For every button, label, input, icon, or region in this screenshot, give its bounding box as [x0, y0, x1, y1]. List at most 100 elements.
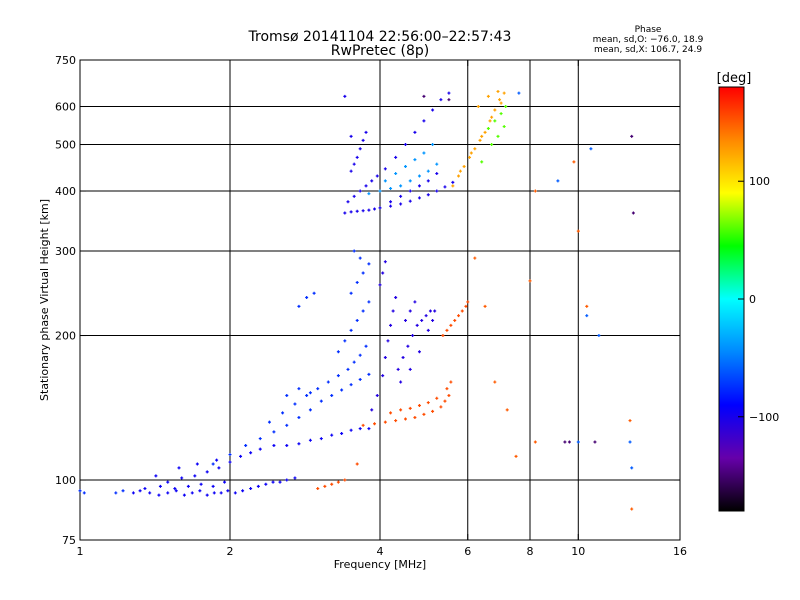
data-point — [361, 423, 365, 427]
data-point — [346, 367, 350, 371]
x-tick-label: 6 — [464, 545, 471, 558]
data-point — [361, 271, 365, 275]
data-point — [381, 271, 385, 275]
data-point — [389, 200, 393, 204]
data-point — [630, 134, 634, 138]
chart-subtitle: RwPretec (8p) — [331, 43, 429, 59]
data-point — [413, 130, 417, 134]
data-point — [383, 179, 387, 183]
data-point — [411, 334, 415, 338]
y-tick-label: 75 — [62, 534, 76, 547]
data-point — [499, 101, 503, 105]
data-point — [490, 143, 494, 147]
data-point — [408, 367, 412, 371]
data-point — [361, 309, 365, 313]
data-point — [219, 491, 223, 495]
data-point — [597, 334, 601, 338]
y-tick-label: 100 — [55, 474, 76, 487]
data-point — [228, 460, 232, 464]
data-point — [572, 160, 576, 164]
data-point — [476, 105, 480, 109]
colorbar-label: [deg] — [717, 71, 752, 86]
data-point — [346, 200, 350, 204]
data-point — [389, 186, 393, 190]
data-point — [198, 489, 202, 493]
data-point — [312, 291, 316, 295]
data-point — [488, 119, 492, 123]
data-point — [493, 119, 497, 123]
data-point — [370, 408, 374, 412]
data-point — [383, 260, 387, 264]
data-point — [121, 489, 125, 493]
data-point — [316, 487, 320, 491]
colorbar-ticks: 100 0 −100 — [738, 175, 779, 424]
data-point — [460, 309, 464, 313]
data-point — [349, 169, 353, 173]
data-point — [383, 420, 387, 424]
data-point — [355, 280, 359, 284]
y-tick-label: 300 — [55, 245, 76, 258]
data-point — [316, 387, 320, 391]
data-point — [504, 105, 508, 109]
data-point — [630, 466, 634, 470]
x-tick-label: 16 — [673, 545, 687, 558]
data-point — [420, 318, 424, 322]
data-point — [403, 164, 407, 168]
data-point — [330, 482, 334, 486]
data-point — [451, 184, 455, 188]
data-point — [445, 387, 449, 391]
data-point — [496, 134, 500, 138]
data-point — [364, 130, 368, 134]
data-points — [78, 89, 635, 511]
chart-title: Tromsø 20141104 22:56:00–22:57:43 — [248, 29, 512, 45]
y-axis-label: Stationary phase Virtual Height [km] — [38, 199, 51, 401]
data-point — [394, 172, 398, 176]
data-point — [355, 318, 359, 322]
data-point — [375, 174, 379, 178]
data-point — [426, 179, 430, 183]
data-point — [417, 184, 421, 188]
y-tick-label: 500 — [55, 139, 76, 152]
data-point — [378, 189, 382, 193]
data-point — [258, 437, 262, 441]
data-point — [343, 211, 347, 215]
data-point — [199, 482, 203, 486]
data-point — [138, 489, 142, 493]
data-point — [417, 403, 421, 407]
data-point — [349, 383, 353, 387]
data-point — [281, 411, 285, 415]
data-point — [244, 444, 248, 448]
data-point — [182, 493, 186, 497]
data-point — [293, 476, 297, 480]
data-point — [505, 408, 509, 412]
data-point — [180, 476, 184, 480]
data-point — [413, 300, 417, 304]
data-point — [343, 94, 347, 98]
data-point — [464, 304, 468, 308]
data-point — [593, 440, 597, 444]
data-point — [424, 314, 428, 318]
data-point — [355, 209, 359, 213]
data-point — [408, 199, 412, 203]
data-point — [473, 256, 477, 260]
data-point — [480, 160, 484, 164]
data-point — [483, 304, 487, 308]
data-point — [426, 328, 430, 332]
data-point — [576, 440, 580, 444]
data-point — [373, 207, 377, 211]
data-point — [443, 399, 447, 403]
data-point — [358, 189, 362, 193]
data-point — [285, 394, 289, 398]
data-point — [417, 196, 421, 200]
data-point — [297, 304, 301, 308]
data-point — [336, 480, 340, 484]
data-point — [154, 474, 158, 478]
plot-area: 1 2 4 6 8 10 16 75 100 200 300 400 500 600 750 — [55, 54, 687, 558]
x-axis-label: Frequency [MHz] — [334, 558, 426, 571]
data-point — [426, 401, 430, 405]
data-point — [190, 491, 194, 495]
data-point — [158, 484, 162, 488]
data-point — [330, 394, 334, 398]
data-point — [514, 454, 518, 458]
data-point — [381, 374, 385, 378]
